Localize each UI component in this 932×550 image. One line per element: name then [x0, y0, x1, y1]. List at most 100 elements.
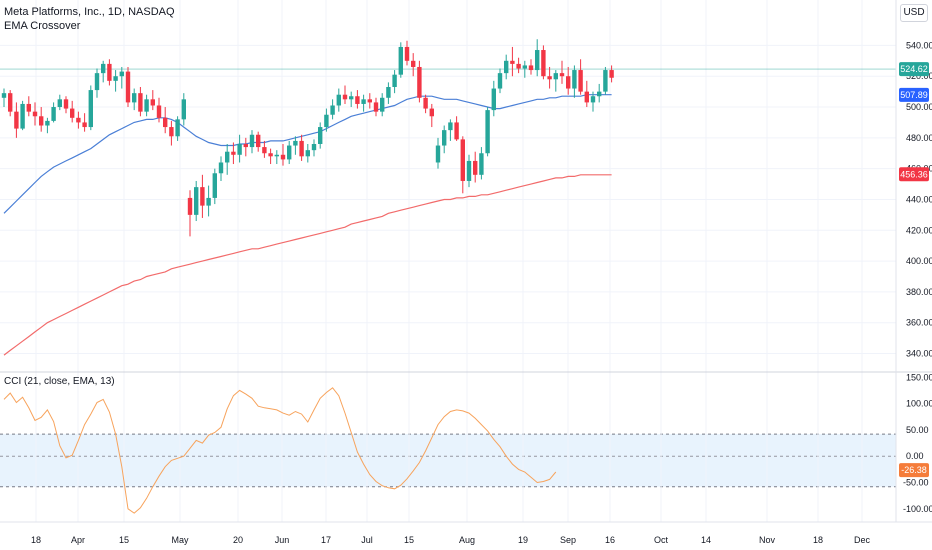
- candle-body: [460, 139, 465, 181]
- candle: [63, 96, 69, 114]
- last-price-badge-bg: [899, 62, 929, 77]
- candle-body: [330, 105, 335, 115]
- candle-body: [411, 60, 416, 67]
- candle: [231, 142, 236, 165]
- cci-last-badge-bg: [899, 463, 929, 478]
- candle-body: [510, 60, 515, 64]
- last-price-badge: 524.62: [900, 64, 928, 74]
- candle: [398, 42, 403, 78]
- candle: [206, 185, 211, 217]
- indicator-name[interactable]: EMA Crossover: [4, 20, 81, 32]
- candle-body: [417, 66, 422, 98]
- candle-body: [181, 99, 186, 120]
- candle-body: [497, 73, 503, 89]
- candle: [268, 148, 273, 165]
- candle: [479, 147, 484, 180]
- ema-slow-badge: 456.36: [900, 169, 928, 179]
- candle-body: [311, 144, 317, 151]
- cci-title[interactable]: CCI (21, close, EMA, 13): [4, 376, 115, 387]
- time-axis[interactable]: 18 Apr 15 May 20 Jun 17 Jul 15 Aug 19 Sep 16 Oct 14 Nov…: [31, 535, 871, 545]
- candle: [460, 136, 465, 194]
- candle-body: [299, 140, 304, 157]
- time-tick-label: 14: [701, 535, 711, 545]
- time-tick-label: Sep: [560, 535, 576, 545]
- candle: [305, 144, 310, 163]
- ema-slow-line: [3, 174, 612, 356]
- candle-body: [603, 70, 608, 92]
- candle-body: [20, 103, 25, 129]
- price-tick-label: 420.00: [906, 225, 932, 235]
- time-tick-label: Jun: [275, 535, 290, 545]
- candle-body: [442, 130, 447, 146]
- time-tick-label: 18: [813, 535, 823, 545]
- candle-body: [578, 70, 583, 92]
- candle: [404, 40, 410, 66]
- candle: [132, 88, 137, 111]
- candle-body: [26, 103, 31, 112]
- candle-body: [63, 99, 69, 109]
- candle-body: [150, 99, 155, 106]
- candle-body: [318, 127, 323, 144]
- candle-body: [119, 71, 124, 77]
- price-tick-label: 520.00: [906, 71, 932, 81]
- candle: [45, 117, 50, 134]
- candle: [584, 80, 589, 108]
- candle-body: [324, 114, 329, 128]
- candle: [181, 93, 186, 126]
- candle: [94, 68, 100, 98]
- candle-body: [144, 99, 149, 112]
- candle: [386, 82, 391, 104]
- candle-body: [584, 91, 589, 103]
- candle: [318, 122, 323, 149]
- candle: [392, 70, 397, 94]
- candle-body: [218, 162, 224, 174]
- time-tick-label: Aug: [459, 535, 475, 545]
- ema-fast-line: [3, 94, 612, 214]
- candle-body: [429, 108, 434, 117]
- candle: [373, 97, 379, 117]
- candle-body: [32, 111, 38, 117]
- price-tick-label: 480.00: [906, 133, 932, 143]
- candle: [572, 65, 577, 98]
- candle: [299, 134, 304, 161]
- price-tick-label: 500.00: [906, 102, 932, 112]
- candle-body: [169, 127, 174, 137]
- candle: [20, 100, 25, 131]
- candle-body: [466, 160, 472, 181]
- candle-body: [187, 197, 193, 215]
- candle-body: [386, 87, 391, 98]
- candle: [566, 66, 571, 95]
- currency-button[interactable]: USD: [900, 4, 928, 22]
- cci-last-badge: -26.38: [901, 465, 927, 475]
- cci-axis[interactable]: 150.00 100.00 50.00 0.00 -50.00 -100.00: [903, 372, 932, 514]
- candle: [218, 156, 224, 181]
- candle-body: [454, 122, 459, 140]
- candle: [175, 116, 180, 141]
- candle: [442, 125, 447, 154]
- price-tick-label: 380.00: [906, 287, 932, 297]
- candle-body: [206, 197, 211, 206]
- candlestick-series: [1, 39, 614, 237]
- candle-body: [404, 46, 410, 61]
- candle-body: [194, 187, 199, 215]
- candle: [293, 136, 298, 155]
- symbol-title[interactable]: Meta Platforms, Inc., 1D, NASDAQ: [4, 6, 175, 18]
- candle: [125, 66, 131, 108]
- candle-body: [163, 117, 168, 128]
- pane-divider[interactable]: [0, 0, 932, 523]
- candle: [150, 90, 155, 111]
- candle-body: [249, 134, 255, 148]
- candle-body: [473, 160, 478, 175]
- candle: [212, 168, 217, 205]
- candle-body: [45, 120, 50, 126]
- candle: [225, 144, 230, 175]
- candle: [169, 120, 174, 146]
- candle: [355, 90, 360, 109]
- candle-body: [435, 145, 441, 163]
- candle-body: [243, 144, 248, 148]
- candle: [559, 60, 565, 84]
- candle-body: [485, 110, 490, 154]
- candle: [553, 70, 558, 92]
- candle: [473, 151, 478, 183]
- candle: [349, 91, 354, 108]
